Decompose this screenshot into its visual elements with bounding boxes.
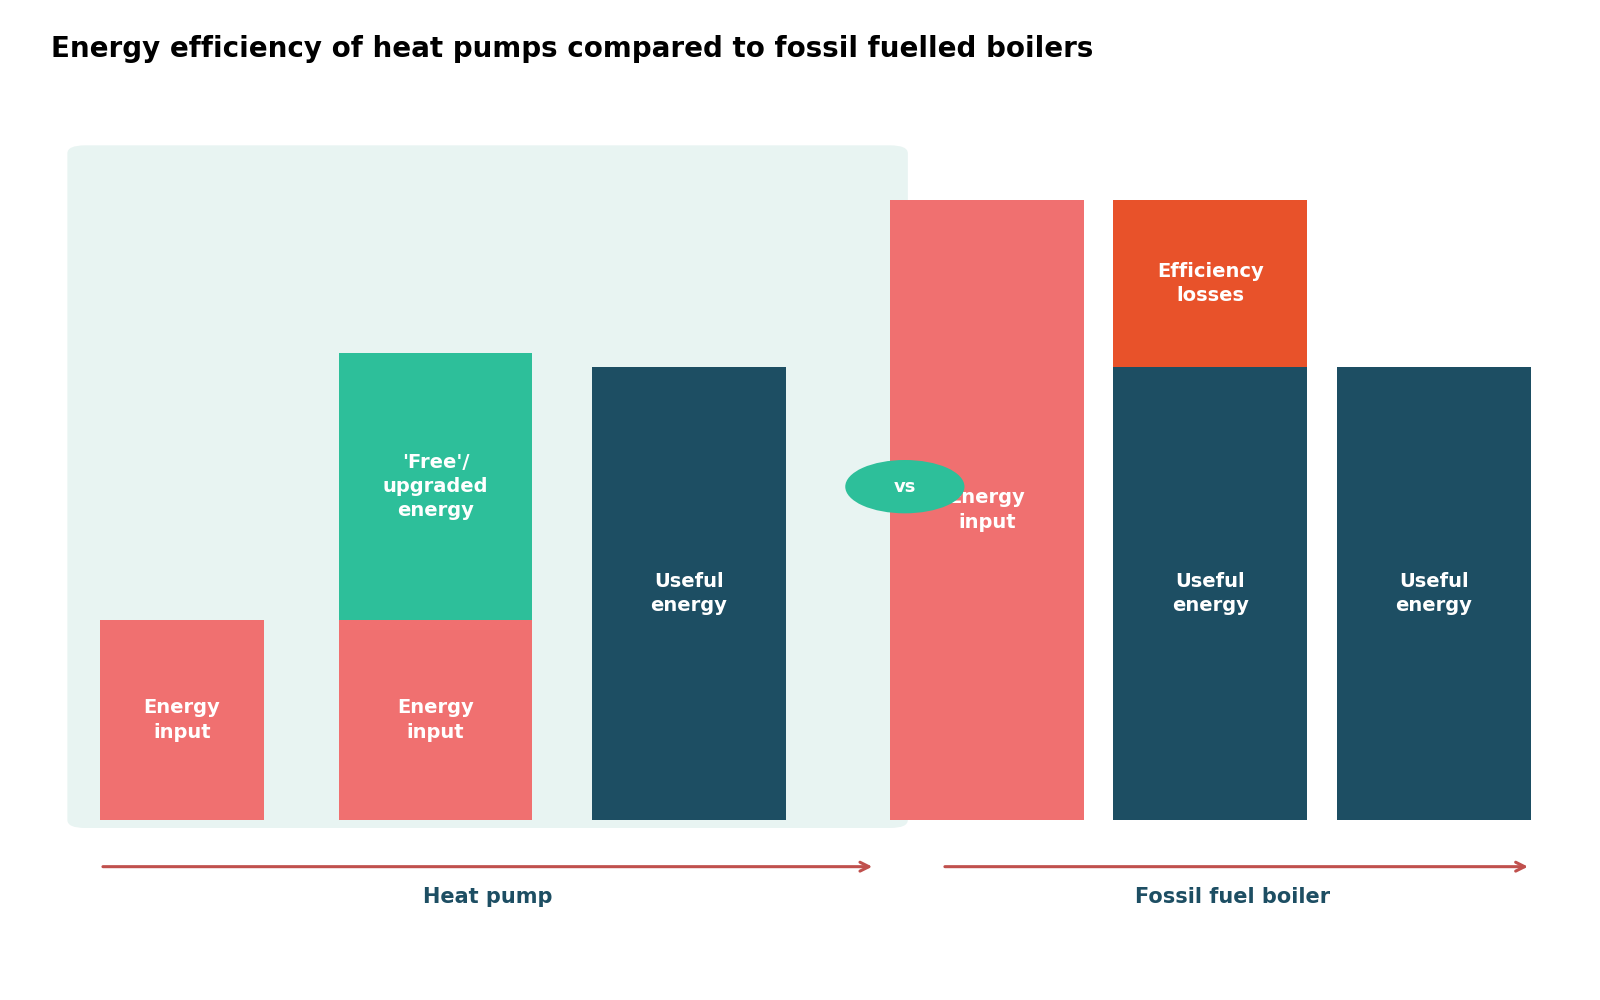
Bar [101, 620, 264, 820]
Bar [339, 353, 533, 620]
Text: Heat pump: Heat pump [422, 887, 552, 907]
Text: Energy
input: Energy input [144, 698, 221, 742]
Bar [592, 367, 786, 820]
Text: Fossil fuel boiler: Fossil fuel boiler [1134, 887, 1330, 907]
Text: vs: vs [894, 478, 917, 496]
Text: Useful
energy: Useful energy [1171, 572, 1248, 615]
Bar [339, 620, 533, 820]
Bar [1114, 367, 1307, 820]
Text: Energy
input: Energy input [949, 488, 1026, 532]
Text: Energy efficiency of heat pumps compared to fossil fuelled boilers: Energy efficiency of heat pumps compared… [51, 35, 1093, 63]
Bar [1338, 367, 1531, 820]
Text: Useful
energy: Useful energy [1395, 572, 1472, 615]
Text: 'Free'/
upgraded
energy: 'Free'/ upgraded energy [382, 453, 488, 520]
FancyBboxPatch shape [67, 145, 907, 828]
Text: Efficiency
losses: Efficiency losses [1157, 262, 1264, 305]
Circle shape [845, 460, 965, 513]
Text: Useful
energy: Useful energy [650, 572, 728, 615]
Bar [1114, 200, 1307, 367]
Bar [890, 200, 1083, 820]
Text: Energy
input: Energy input [397, 698, 474, 742]
